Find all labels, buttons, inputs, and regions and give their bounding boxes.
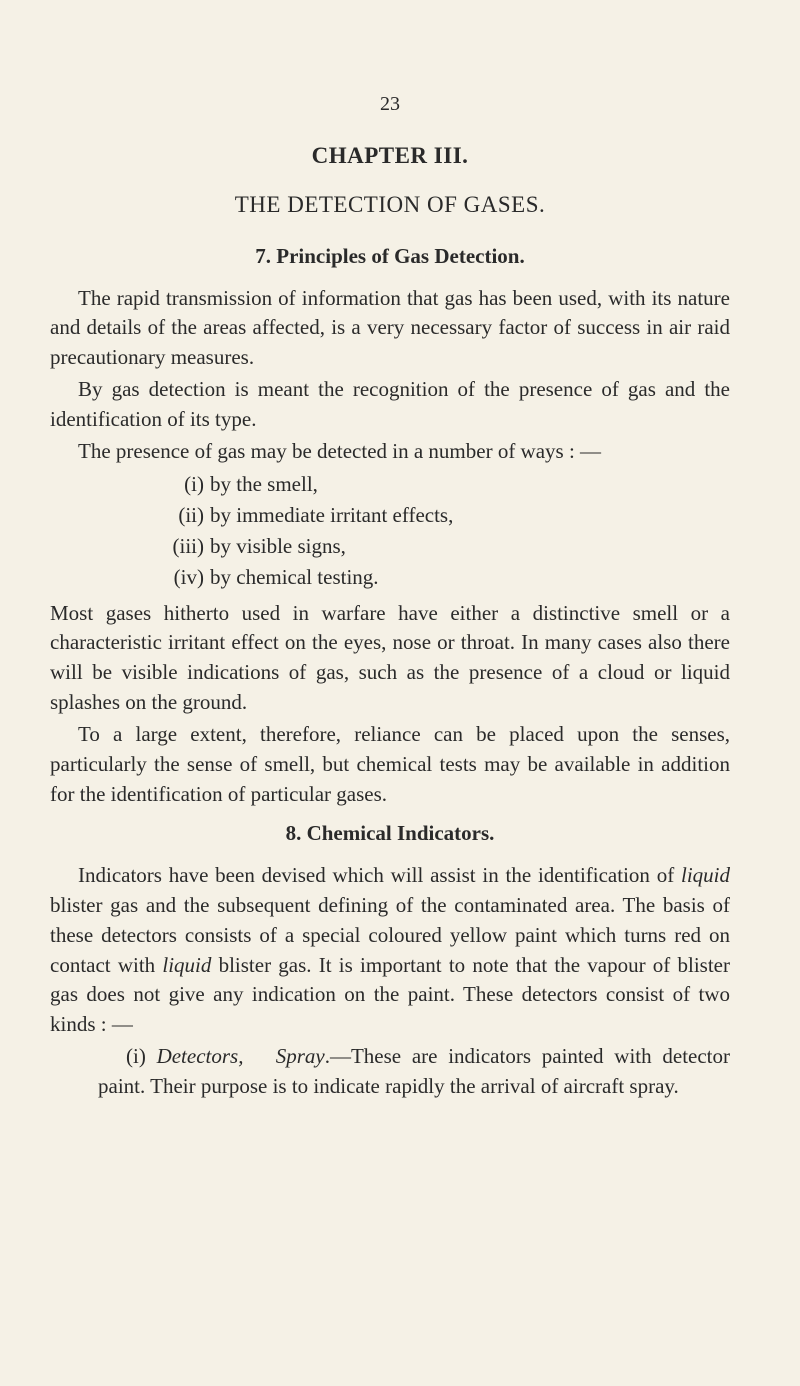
text-run: Indicators have been devised which will … xyxy=(78,863,681,887)
list-numeral: (iv) xyxy=(160,563,204,593)
section-8-subitem-i: (i) Detectors, Spray.—These are indicato… xyxy=(98,1042,730,1102)
section-7-paragraph-5: To a large extent, therefore, reliance c… xyxy=(50,720,730,809)
page-number: 23 xyxy=(50,90,730,118)
section-7-paragraph-1: The rapid transmission of information th… xyxy=(50,284,730,373)
italic-term: liquid xyxy=(681,863,730,887)
section-7-paragraph-3: The presence of gas may be detected in a… xyxy=(50,437,730,467)
detection-ways-list: (i)by the smell, (ii)by immediate irrita… xyxy=(160,470,730,592)
document-page: 23 CHAPTER III. THE DETECTION OF GASES. … xyxy=(0,0,800,1162)
section-7-paragraph-4: Most gases hitherto used in warfare have… xyxy=(50,599,730,718)
italic-term: Detectors, xyxy=(157,1044,244,1068)
list-text: by immediate irritant effects, xyxy=(210,503,453,527)
list-text: by visible signs, xyxy=(210,534,346,558)
list-item: (iv)by chemical testing. xyxy=(160,563,730,593)
list-item: (ii)by immediate irritant effects, xyxy=(160,501,730,531)
section-8-paragraph-1: Indicators have been devised which will … xyxy=(50,861,730,1040)
section-7-paragraph-2: By gas detection is meant the recognitio… xyxy=(50,375,730,435)
list-item: (i)by the smell, xyxy=(160,470,730,500)
text-run: (i) xyxy=(126,1044,157,1068)
italic-term: liquid xyxy=(162,953,211,977)
list-text: by chemical testing. xyxy=(210,565,379,589)
chapter-subtitle: THE DETECTION OF GASES. xyxy=(50,189,730,222)
chapter-title: CHAPTER III. xyxy=(50,140,730,173)
list-text: by the smell, xyxy=(210,472,318,496)
list-numeral: (iii) xyxy=(160,532,204,562)
section-7-heading: 7. Principles of Gas Detection. xyxy=(50,242,730,272)
italic-term: Spray xyxy=(276,1044,325,1068)
list-numeral: (ii) xyxy=(160,501,204,531)
list-item: (iii)by visible signs, xyxy=(160,532,730,562)
list-numeral: (i) xyxy=(160,470,204,500)
section-8-heading: 8. Chemical Indicators. xyxy=(50,819,730,849)
